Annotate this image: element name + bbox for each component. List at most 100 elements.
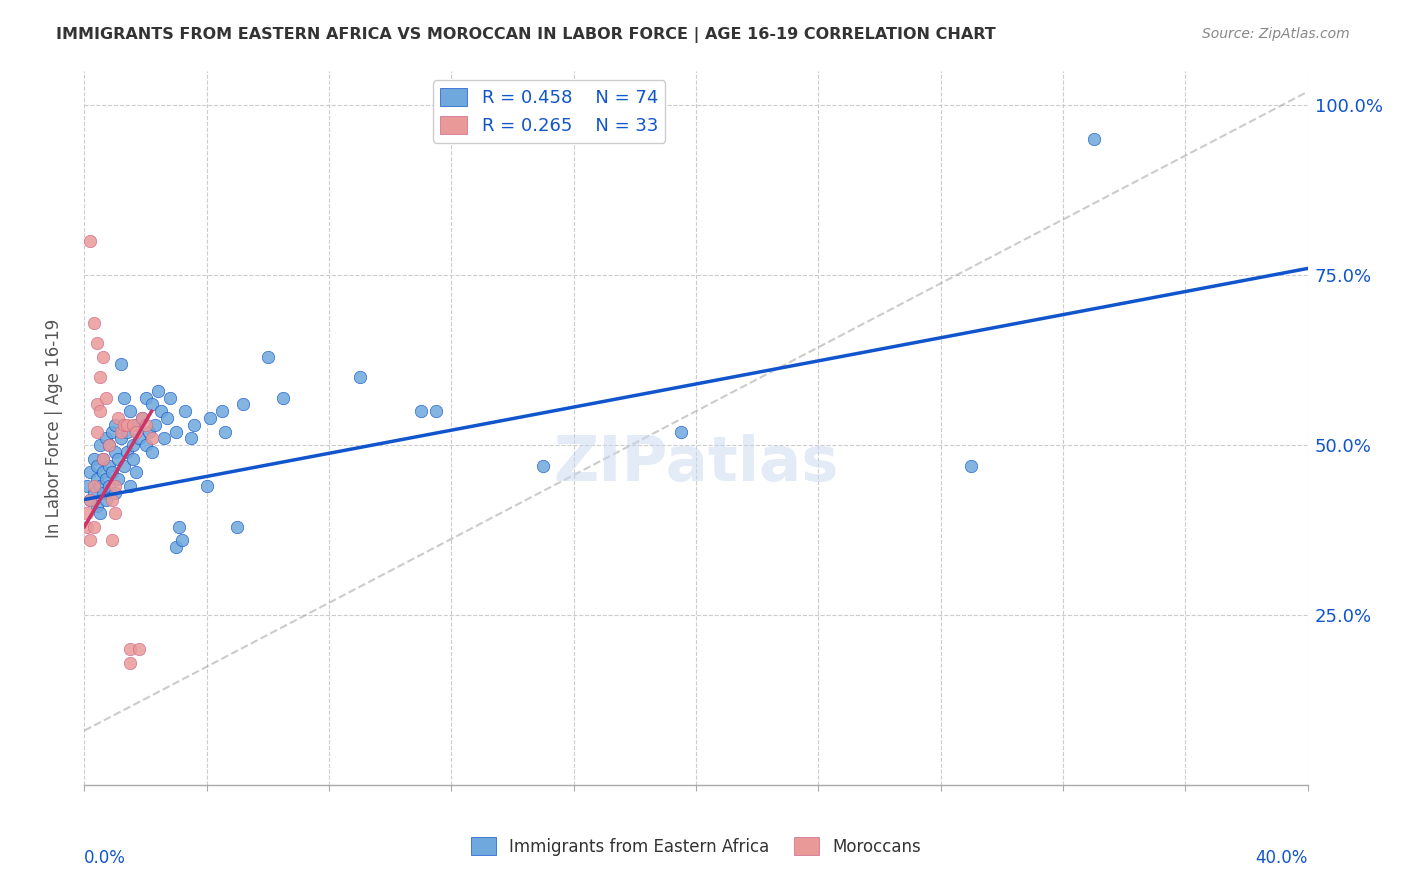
Point: [115, 445, 138, 459]
Point: [86, 500, 108, 514]
Point: [143, 417, 166, 432]
Point: [101, 533, 124, 548]
Point: [94, 492, 117, 507]
Point: [79, 234, 101, 248]
Point: [104, 417, 127, 432]
Point: [214, 425, 236, 439]
Point: [79, 533, 101, 548]
Point: [86, 472, 108, 486]
Point: [110, 425, 132, 439]
Point: [226, 519, 249, 533]
Point: [669, 425, 692, 439]
Point: [83, 519, 105, 533]
Point: [131, 411, 153, 425]
Point: [115, 417, 138, 432]
Point: [135, 438, 157, 452]
Point: [195, 479, 218, 493]
Point: [112, 458, 135, 473]
Point: [86, 425, 108, 439]
Point: [153, 431, 176, 445]
Text: 0.0%: 0.0%: [84, 849, 127, 867]
Point: [349, 370, 371, 384]
Point: [79, 492, 101, 507]
Point: [83, 316, 105, 330]
Point: [89, 506, 111, 520]
Point: [112, 391, 135, 405]
Point: [107, 411, 129, 425]
Point: [183, 417, 205, 432]
Point: [159, 391, 181, 405]
Point: [83, 451, 105, 466]
Point: [125, 425, 148, 439]
Text: Source: ZipAtlas.com: Source: ZipAtlas.com: [1202, 27, 1350, 41]
Point: [138, 425, 160, 439]
Point: [141, 431, 163, 445]
Point: [79, 492, 101, 507]
Point: [89, 404, 111, 418]
Point: [135, 391, 157, 405]
Point: [110, 431, 132, 445]
Point: [97, 438, 120, 452]
Point: [409, 404, 432, 418]
Point: [83, 485, 105, 500]
Point: [89, 438, 111, 452]
Point: [91, 451, 114, 466]
Point: [257, 350, 280, 364]
Point: [97, 438, 120, 452]
Point: [141, 397, 163, 411]
Point: [101, 492, 124, 507]
Point: [104, 445, 127, 459]
Point: [135, 417, 157, 432]
Point: [211, 404, 233, 418]
Point: [101, 425, 124, 439]
Point: [97, 479, 120, 493]
Point: [172, 533, 194, 548]
Point: [122, 438, 145, 452]
Point: [120, 479, 142, 493]
Point: [101, 466, 124, 480]
Point: [86, 458, 108, 473]
Point: [180, 431, 202, 445]
Point: [91, 485, 114, 500]
Point: [89, 370, 111, 384]
Point: [107, 472, 129, 486]
Point: [97, 458, 120, 473]
Point: [104, 479, 127, 493]
Point: [83, 479, 105, 493]
Point: [156, 411, 179, 425]
Point: [110, 357, 132, 371]
Point: [531, 458, 554, 473]
Point: [141, 445, 163, 459]
Point: [86, 397, 108, 411]
Point: [198, 411, 221, 425]
Point: [89, 479, 111, 493]
Point: [128, 642, 150, 657]
Point: [165, 540, 187, 554]
Point: [76, 479, 98, 493]
Point: [120, 642, 142, 657]
Point: [425, 404, 447, 418]
Text: IMMIGRANTS FROM EASTERN AFRICA VS MOROCCAN IN LABOR FORCE | AGE 16-19 CORRELATIO: IMMIGRANTS FROM EASTERN AFRICA VS MOROCC…: [56, 27, 995, 43]
Point: [271, 391, 294, 405]
Point: [122, 417, 145, 432]
Point: [91, 466, 114, 480]
Point: [122, 451, 145, 466]
Point: [1083, 132, 1105, 146]
Point: [94, 391, 117, 405]
Point: [128, 431, 150, 445]
Point: [112, 417, 135, 432]
Point: [146, 384, 169, 398]
Point: [167, 519, 190, 533]
Point: [76, 519, 98, 533]
Point: [94, 431, 117, 445]
Point: [120, 656, 142, 670]
Point: [174, 404, 197, 418]
Y-axis label: In Labor Force | Age 16-19: In Labor Force | Age 16-19: [45, 318, 63, 538]
Point: [91, 350, 114, 364]
Point: [120, 404, 142, 418]
Legend: Immigrants from Eastern Africa, Moroccans: Immigrants from Eastern Africa, Moroccan…: [464, 830, 928, 863]
Point: [125, 417, 148, 432]
Point: [165, 425, 187, 439]
Point: [125, 466, 148, 480]
Point: [232, 397, 254, 411]
